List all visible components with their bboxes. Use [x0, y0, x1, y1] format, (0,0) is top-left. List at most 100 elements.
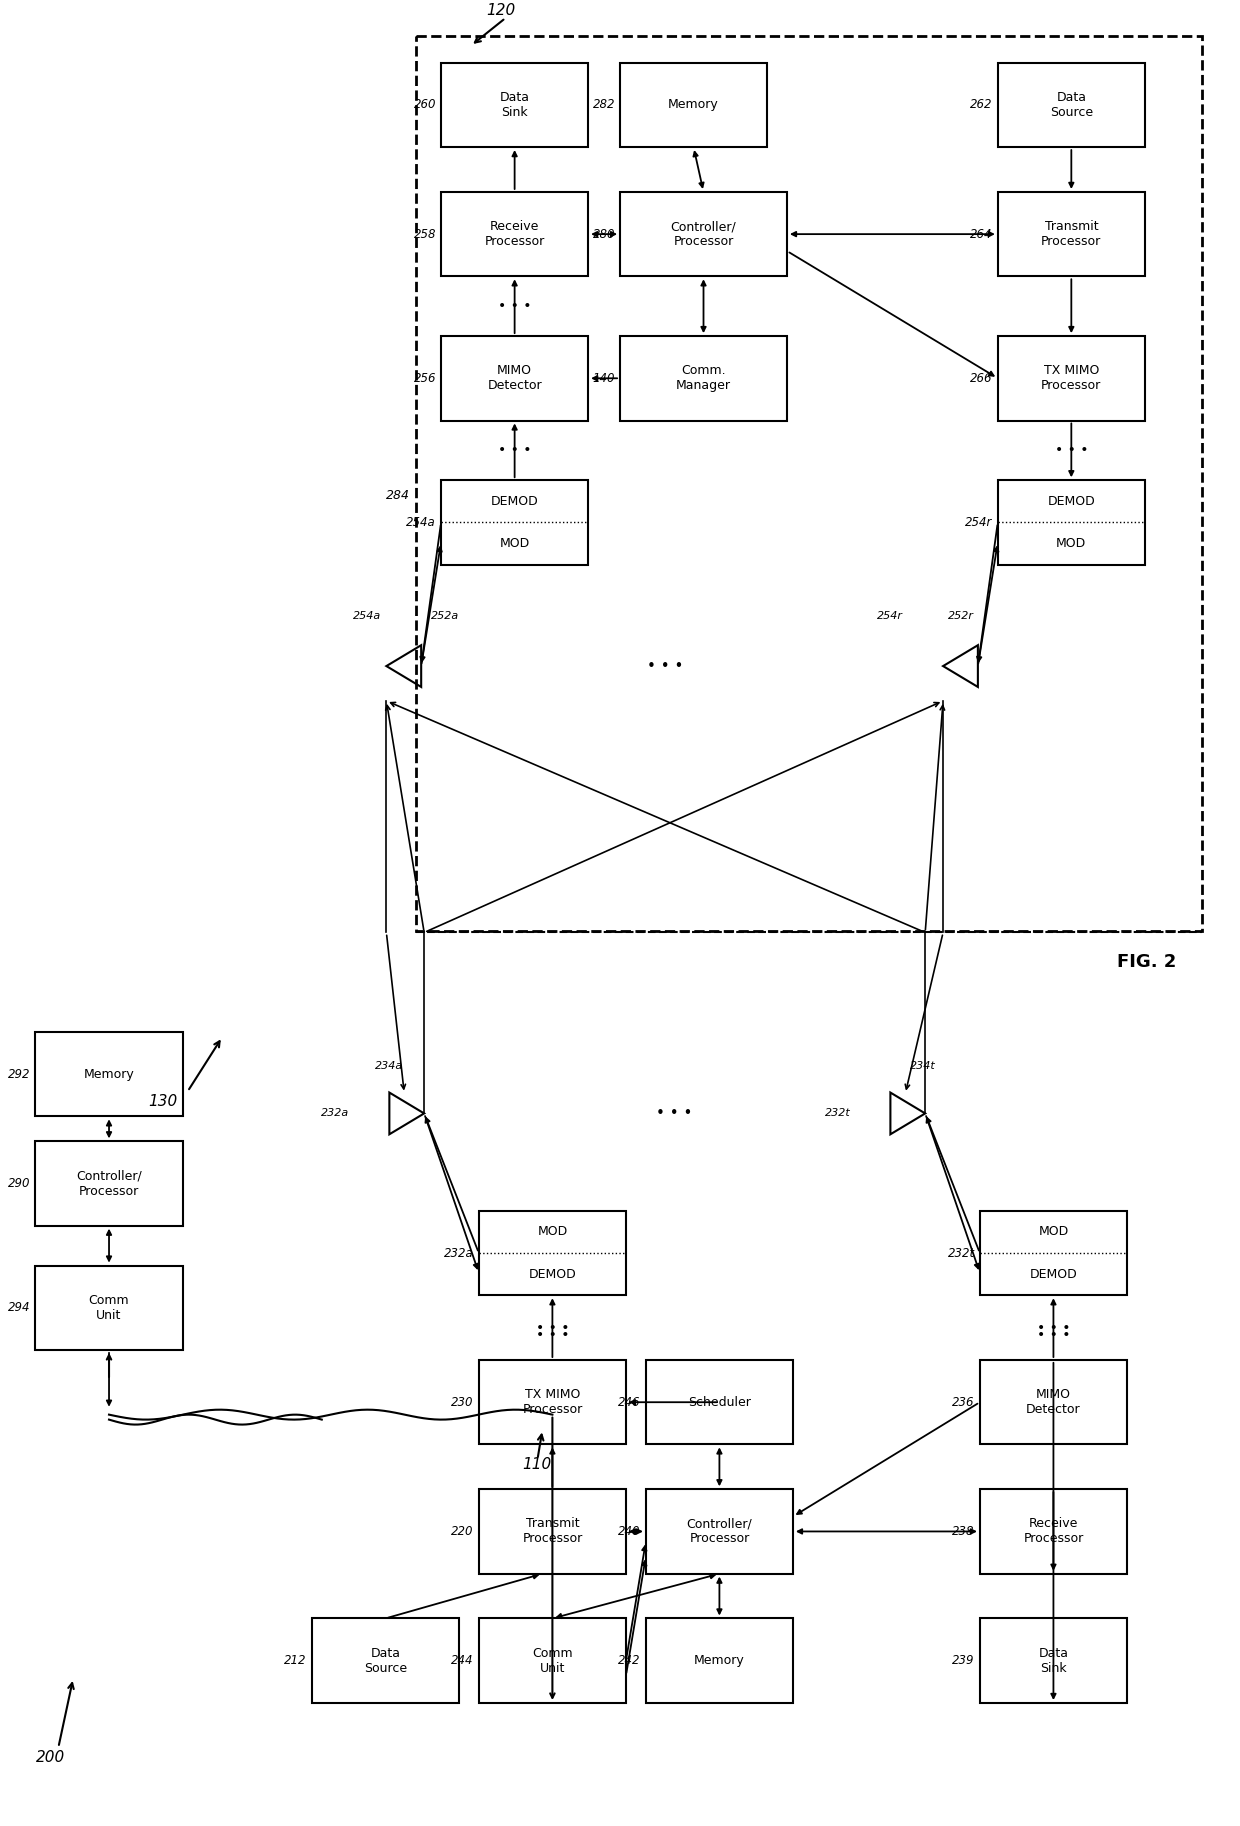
Text: Receive
Processor: Receive Processor	[1023, 1517, 1084, 1545]
Text: Controller/
Processor: Controller/ Processor	[671, 221, 737, 248]
Text: 252r: 252r	[949, 612, 975, 621]
Text: DEMOD: DEMOD	[1029, 1267, 1078, 1280]
Bar	[441, 62, 588, 148]
Text: 284: 284	[387, 489, 410, 502]
Text: 140: 140	[593, 373, 615, 385]
Text: 240: 240	[619, 1525, 641, 1537]
Bar	[646, 1490, 792, 1574]
Text: MOD: MOD	[1056, 537, 1086, 550]
Text: 110: 110	[522, 1457, 552, 1472]
Text: • • •: • • •	[536, 1328, 569, 1342]
Text: 290: 290	[7, 1178, 31, 1191]
Text: 264: 264	[970, 228, 993, 241]
Text: 239: 239	[952, 1654, 975, 1667]
Bar	[479, 1618, 626, 1704]
Text: Data
Sink: Data Sink	[500, 91, 529, 119]
Text: Data
Source: Data Source	[363, 1647, 407, 1674]
Text: TX MIMO
Processor: TX MIMO Processor	[1042, 363, 1101, 393]
Text: 232t: 232t	[825, 1108, 851, 1118]
Bar	[980, 1360, 1127, 1444]
Bar	[479, 1360, 626, 1444]
Text: Receive
Processor: Receive Processor	[485, 221, 544, 248]
Text: 236: 236	[952, 1395, 975, 1408]
Text: Controller/
Processor: Controller/ Processor	[76, 1169, 141, 1198]
Text: • • •: • • •	[536, 1320, 569, 1335]
Text: • • •: • • •	[656, 1107, 693, 1121]
Text: 220: 220	[451, 1525, 474, 1537]
Text: FIG. 2: FIG. 2	[1117, 953, 1177, 971]
Text: Controller/
Processor: Controller/ Processor	[687, 1517, 753, 1545]
Bar	[479, 1490, 626, 1574]
Text: 254a: 254a	[407, 517, 436, 530]
Text: 238: 238	[952, 1525, 975, 1537]
Text: Memory: Memory	[83, 1068, 134, 1081]
Text: 234a: 234a	[374, 1061, 403, 1070]
Bar	[980, 1618, 1127, 1704]
Text: 280: 280	[593, 228, 615, 241]
Text: 282: 282	[593, 99, 615, 111]
Bar	[620, 192, 787, 276]
Text: • • •: • • •	[1037, 1328, 1070, 1342]
Bar	[36, 1032, 182, 1116]
Text: Transmit
Processor: Transmit Processor	[522, 1517, 583, 1545]
Text: 212: 212	[284, 1654, 306, 1667]
Bar	[441, 480, 588, 564]
Bar	[417, 37, 1202, 931]
Bar	[441, 336, 588, 420]
Text: TX MIMO
Processor: TX MIMO Processor	[522, 1388, 583, 1417]
Text: 252a: 252a	[432, 612, 459, 621]
Text: 230: 230	[451, 1395, 474, 1408]
Text: DEMOD: DEMOD	[1048, 495, 1095, 508]
Text: 254a: 254a	[353, 612, 382, 621]
Bar	[980, 1490, 1127, 1574]
Text: • • •: • • •	[1037, 1320, 1070, 1335]
Text: 294: 294	[7, 1302, 31, 1315]
Text: 260: 260	[414, 99, 436, 111]
Text: 246: 246	[619, 1395, 641, 1408]
Bar	[998, 336, 1145, 420]
Text: 256: 256	[414, 373, 436, 385]
Text: 262: 262	[970, 99, 993, 111]
Text: 258: 258	[414, 228, 436, 241]
Text: Comm
Unit: Comm Unit	[532, 1647, 573, 1674]
Text: MOD: MOD	[537, 1225, 568, 1238]
Bar	[311, 1618, 459, 1704]
Bar	[441, 192, 588, 276]
Text: 254r: 254r	[966, 517, 993, 530]
Text: • • •: • • •	[646, 659, 683, 674]
Text: Comm
Unit: Comm Unit	[89, 1295, 129, 1322]
Bar	[998, 480, 1145, 564]
Text: 266: 266	[970, 373, 993, 385]
Bar	[620, 336, 787, 420]
Bar	[646, 1360, 792, 1444]
Text: DEMOD: DEMOD	[491, 495, 538, 508]
Text: 254r: 254r	[878, 612, 903, 621]
Text: • • •: • • •	[1054, 444, 1087, 456]
Text: Memory: Memory	[694, 1654, 745, 1667]
Text: MIMO
Detector: MIMO Detector	[1027, 1388, 1081, 1417]
Bar	[36, 1265, 182, 1349]
Bar	[980, 1211, 1127, 1295]
Text: 292: 292	[7, 1068, 31, 1081]
Text: DEMOD: DEMOD	[528, 1267, 577, 1280]
Text: 232t: 232t	[947, 1247, 975, 1260]
Text: Comm.
Manager: Comm. Manager	[676, 363, 732, 393]
Bar	[479, 1211, 626, 1295]
Bar	[998, 192, 1145, 276]
Text: MIMO
Detector: MIMO Detector	[487, 363, 542, 393]
Text: • • •: • • •	[498, 299, 532, 314]
Text: Transmit
Processor: Transmit Processor	[1042, 221, 1101, 248]
Text: 120: 120	[486, 4, 515, 18]
Bar	[620, 62, 768, 148]
Text: 200: 200	[36, 1749, 64, 1766]
Text: • • •: • • •	[498, 444, 532, 456]
Text: 130: 130	[148, 1094, 177, 1108]
Bar	[36, 1141, 182, 1225]
Bar	[998, 62, 1145, 148]
Text: 232a: 232a	[321, 1108, 350, 1118]
Text: MOD: MOD	[1038, 1225, 1069, 1238]
Text: 234t: 234t	[910, 1061, 936, 1070]
Text: Data
Sink: Data Sink	[1038, 1647, 1069, 1674]
Text: Memory: Memory	[668, 99, 719, 111]
Bar	[646, 1618, 792, 1704]
